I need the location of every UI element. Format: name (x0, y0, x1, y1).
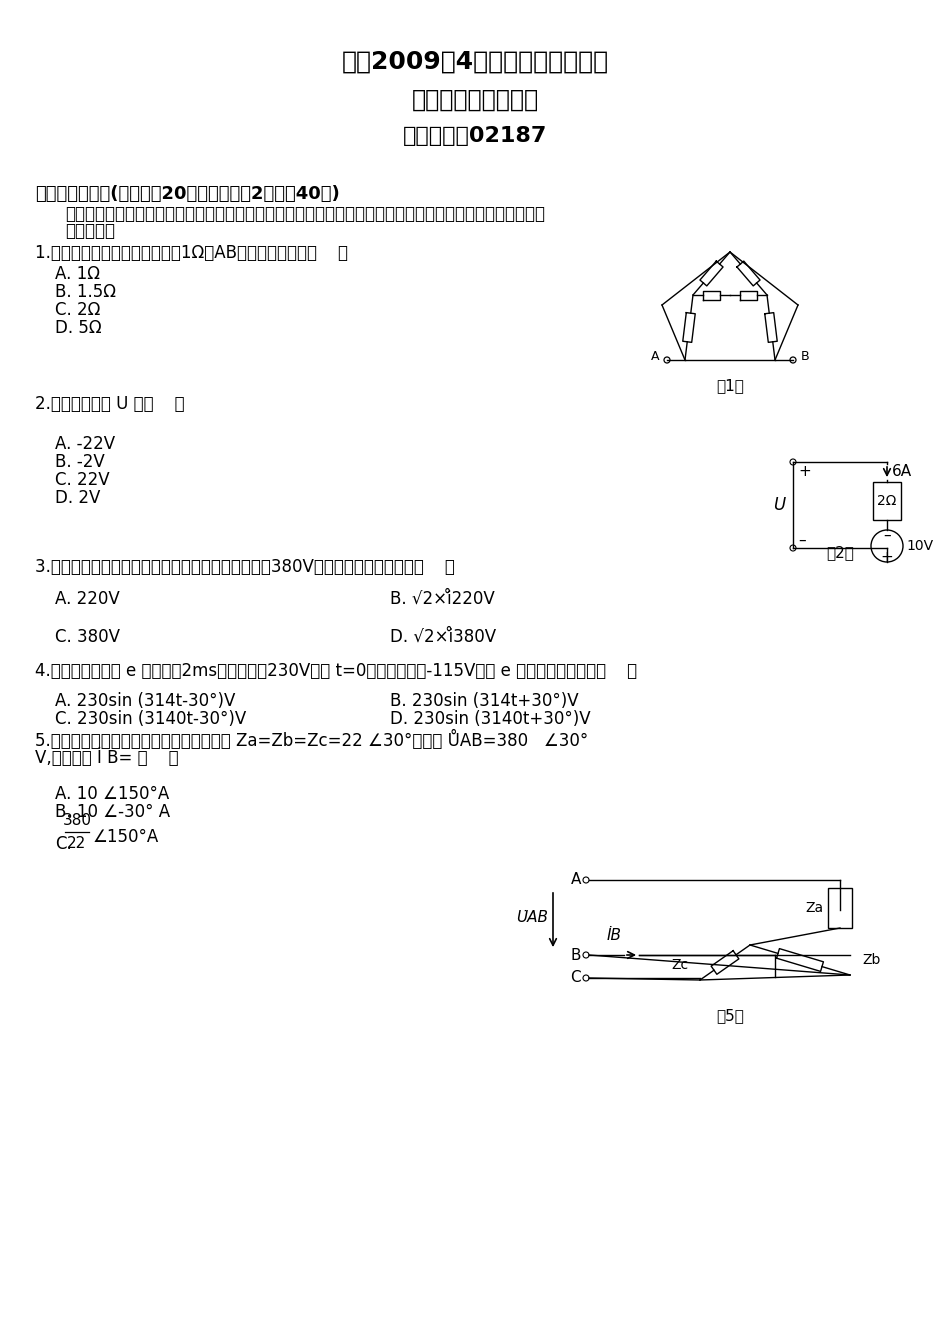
Text: B. √2×i̊220V: B. √2×i̊220V (390, 590, 495, 607)
Text: V,则线电流 İ B= （    ）: V,则线电流 İ B= （ ） (35, 749, 179, 767)
Text: Zc: Zc (671, 958, 688, 972)
Text: 3.若三相四线制电源的相线（火线）之间的电压均为380V，则此电源的相电压为（    ）: 3.若三相四线制电源的相线（火线）之间的电压均为380V，则此电源的相电压为（ … (35, 558, 455, 577)
Text: 题5图: 题5图 (716, 1008, 744, 1023)
Text: –: – (884, 527, 891, 543)
Text: 10V: 10V (906, 539, 933, 552)
Text: B. 230sin (314t+30°)V: B. 230sin (314t+30°)V (390, 692, 579, 710)
Text: A: A (571, 872, 581, 887)
Text: C. 230sin (3140t-30°)V: C. 230sin (3140t-30°)V (55, 710, 246, 728)
Text: C. 22V: C. 22V (55, 470, 109, 489)
Text: B. -2V: B. -2V (55, 453, 104, 470)
Text: 5.图示为负载星形接的对称三相电路，已知 Za=Zb=Zc=22 ∠30°线电压 ŮAB=380   ∠30°: 5.图示为负载星形接的对称三相电路，已知 Za=Zb=Zc=22 ∠30°线电压… (35, 730, 588, 750)
Text: A: A (651, 351, 659, 363)
Text: D. 230sin (3140t+30°)V: D. 230sin (3140t+30°)V (390, 710, 591, 728)
Text: 2Ω: 2Ω (877, 495, 897, 508)
Text: 2.图示电路电压 U 为（    ）: 2.图示电路电压 U 为（ ） (35, 395, 184, 413)
Text: A. -22V: A. -22V (55, 435, 115, 453)
Text: B: B (571, 948, 581, 962)
Text: C. 2Ω: C. 2Ω (55, 301, 101, 319)
Text: ∠150°A: ∠150°A (93, 828, 160, 845)
Text: U̇AB: U̇AB (516, 910, 548, 925)
Text: 在每小题列出的四个备选项中只有一个是符合题目要求的，请将其代码填写在题后的括号内。错选、多选或未: 在每小题列出的四个备选项中只有一个是符合题目要求的，请将其代码填写在题后的括号内… (65, 206, 545, 223)
Text: 1.电路如图所示，所有电阻均为1Ω，AB端的等效电阻为（    ）: 1.电路如图所示，所有电阻均为1Ω，AB端的等效电阻为（ ） (35, 245, 348, 262)
Text: A. 230sin (314t-30°)V: A. 230sin (314t-30°)V (55, 692, 236, 710)
Text: İB: İB (606, 927, 621, 943)
Text: 22: 22 (67, 836, 86, 851)
Text: 题2图: 题2图 (826, 546, 854, 560)
Text: Za: Za (805, 900, 823, 915)
Text: 380: 380 (63, 813, 91, 828)
Text: 4.有一正弦电动势 e 的周期为2ms，最大值为230V，若 t=0时其瞬时值为-115V，则 e 的瞬时值表达式是（    ）: 4.有一正弦电动势 e 的周期为2ms，最大值为230V，若 t=0时其瞬时值为… (35, 663, 637, 680)
Text: A. 10 ∠150°A: A. 10 ∠150°A (55, 785, 169, 802)
Text: D. √2×i̊380V: D. √2×i̊380V (390, 628, 496, 646)
Text: C.: C. (55, 835, 72, 853)
Text: 题1图: 题1图 (716, 378, 744, 392)
Text: D. 2V: D. 2V (55, 489, 101, 507)
Text: 一、单项选择题(本大题共20小题，每小题2分，共40分): 一、单项选择题(本大题共20小题，每小题2分，共40分) (35, 185, 340, 203)
Text: 全国2009年4月高等教育自学考试: 全国2009年4月高等教育自学考试 (341, 50, 609, 74)
Text: 电工与电子技术试题: 电工与电子技术试题 (411, 87, 539, 112)
Bar (873, 482, 901, 520)
Text: 选均无分。: 选均无分。 (65, 222, 115, 241)
Text: B: B (801, 351, 809, 363)
Text: B. 1.5Ω: B. 1.5Ω (55, 284, 116, 301)
Text: +: + (798, 464, 810, 478)
Text: C. 380V: C. 380V (55, 628, 120, 646)
Text: D. 5Ω: D. 5Ω (55, 319, 102, 337)
Text: A. 220V: A. 220V (55, 590, 120, 607)
Bar (828, 888, 852, 927)
Text: 课程代码：02187: 课程代码：02187 (403, 126, 547, 146)
Text: B. 10 ∠-30° A: B. 10 ∠-30° A (55, 802, 170, 821)
Text: C: C (570, 970, 581, 985)
Text: –: – (798, 532, 806, 547)
Text: 6A: 6A (892, 465, 912, 480)
Text: U: U (773, 496, 785, 513)
Text: A. 1Ω: A. 1Ω (55, 265, 100, 284)
Text: +: + (881, 550, 893, 564)
Text: Zb: Zb (862, 953, 881, 966)
